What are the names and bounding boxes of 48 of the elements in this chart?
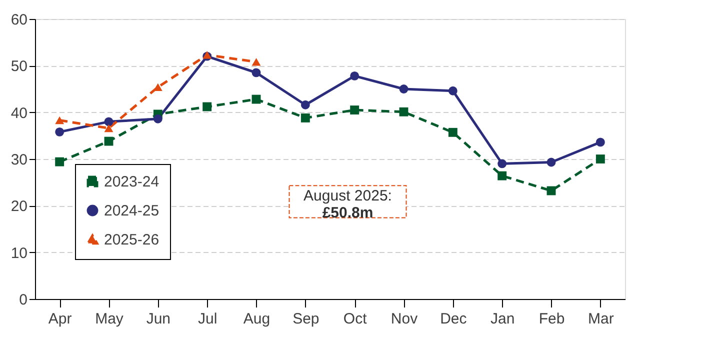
x-tick-label: Jan — [490, 310, 515, 328]
point — [546, 186, 556, 196]
point — [399, 84, 408, 94]
x-tick-label: Feb — [538, 310, 565, 328]
x-tick-label: Sep — [292, 310, 320, 328]
point — [498, 159, 507, 168]
point — [546, 158, 556, 167]
legend-label: 2025-26 — [104, 232, 160, 248]
point — [153, 114, 162, 124]
point — [252, 94, 261, 104]
legend-label: 2024-25 — [104, 202, 160, 220]
y-tick-label: 40 — [10, 104, 28, 122]
y-tick-label: 50 — [10, 58, 28, 76]
point — [399, 107, 408, 116]
point — [448, 128, 458, 137]
x-tick-label: Jul — [198, 310, 218, 328]
point — [202, 102, 212, 112]
y-tick-label: 20 — [10, 198, 28, 216]
y-tick-label: 60 — [10, 12, 28, 28]
point — [448, 86, 458, 96]
x-tick-label: May — [95, 310, 124, 328]
point — [104, 117, 114, 126]
point — [596, 138, 605, 147]
y-tick-label: 30 — [10, 152, 28, 168]
x-tick-label: Dec — [440, 310, 468, 328]
x-tick-label: Oct — [343, 310, 368, 328]
y-tick-label: 0 — [19, 292, 28, 308]
point — [350, 106, 360, 114]
x-tick-label: Jun — [146, 310, 171, 328]
point — [55, 116, 64, 124]
point — [350, 71, 360, 80]
point — [104, 136, 114, 146]
point — [55, 127, 64, 136]
x-tick-label: Aug — [243, 310, 270, 328]
annotation: August 2025: £50.8m — [304, 188, 392, 222]
x-tick-label: Nov — [390, 310, 418, 328]
point — [104, 124, 114, 132]
point — [300, 100, 310, 110]
point — [55, 157, 64, 166]
point — [252, 68, 261, 78]
point — [596, 154, 605, 164]
point — [498, 171, 507, 180]
point — [252, 58, 261, 66]
y-tick-label: 10 — [10, 244, 28, 262]
x-tick-label: Mar — [588, 310, 614, 328]
point — [300, 113, 310, 122]
legend-label: 2023-24 — [104, 174, 160, 190]
x-tick-label: Apr — [48, 310, 72, 328]
